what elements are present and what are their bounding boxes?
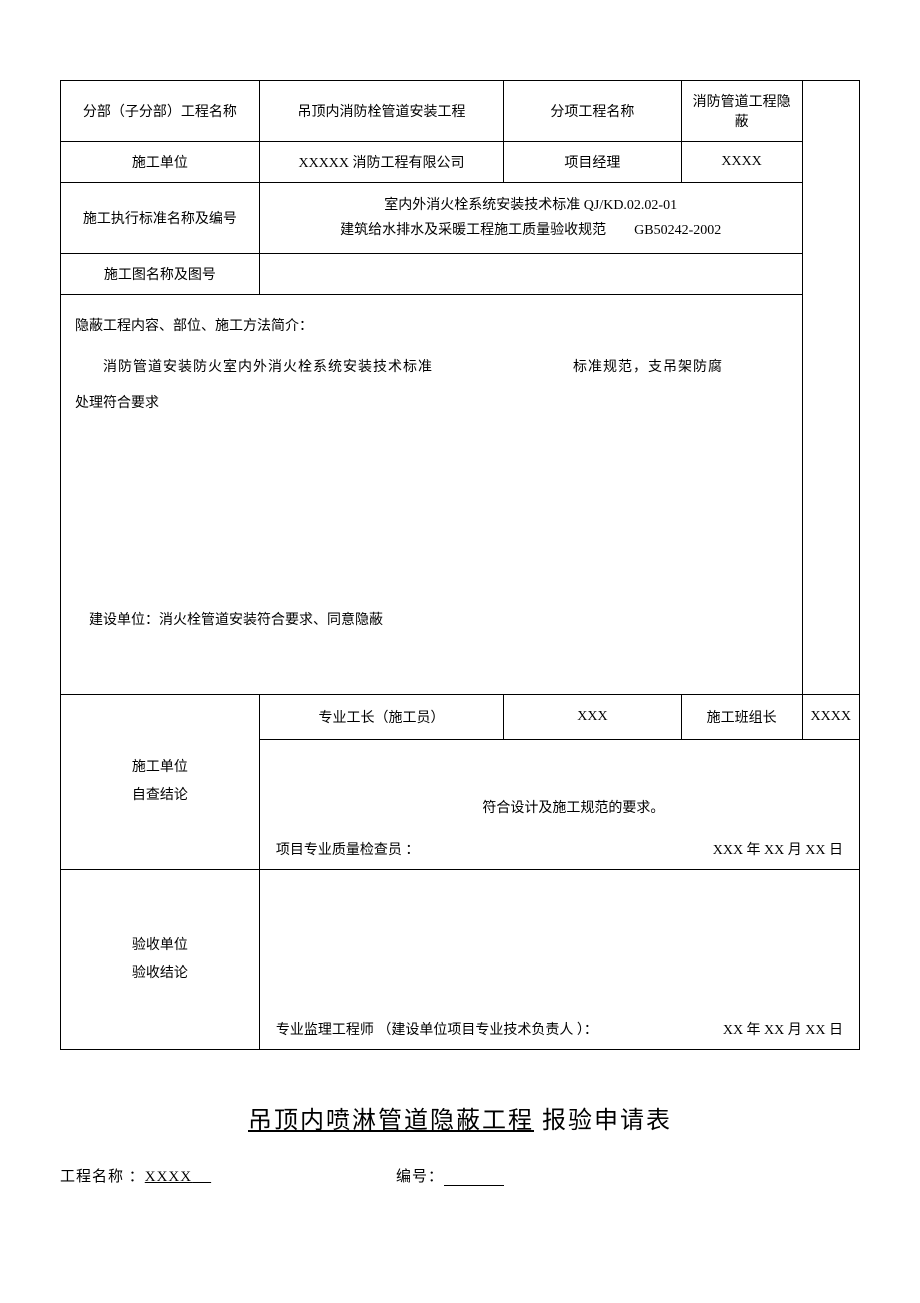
content-note: 建设单位：消火栓管道安装符合要求、同意隐蔽: [75, 603, 788, 639]
header-row-4: 施工图名称及图号: [61, 254, 860, 295]
footer-project-value: XXXX: [145, 1169, 211, 1185]
header-row-3: 施工执行标准名称及编号 室内外消火栓系统安装技术标准 QJ/KD.02.02-0…: [61, 183, 860, 254]
cell-contractor-value: XXXXX 消防工程有限公司: [259, 142, 503, 183]
teamleader-value: XXXX: [802, 695, 859, 740]
cell-drawing-value: [259, 254, 802, 295]
acceptance-label: 验收单位 验收结论: [61, 870, 260, 1050]
footer-title: 吊顶内喷淋管道隐蔽工程 报验申请表: [60, 1100, 860, 1135]
self-check-body: 符合设计及施工规范的要求。 项目专业质量检查员 ： XXX 年 XX 月 XX …: [259, 740, 859, 870]
cell-item-label: 分项工程名称: [504, 81, 681, 142]
content-body-line1: 消防管道安装防火室内外消火栓系统安装技术标准标准规范，支吊架防腐: [75, 350, 788, 386]
self-check-signature: 项目专业质量检查员 ： XXX 年 XX 月 XX 日: [276, 839, 843, 859]
foreman-label: 专业工长（施工员）: [259, 695, 503, 740]
content-body-line2: 处理符合要求: [75, 386, 788, 422]
standard-line2: 建筑给水排水及采暖工程施工质量验收规范 GB50242-2002: [268, 218, 794, 243]
conclusion-sub-row: 施工单位 自查结论 专业工长（施工员） XXX 施工班组长 XXXX: [61, 695, 860, 740]
cell-subproject-value: 吊顶内消防栓管道安装工程: [259, 81, 503, 142]
cell-subproject-label: 分部（子分部）工程名称: [61, 81, 260, 142]
acceptance-row: 验收单位 验收结论 专业监理工程师 （建设单位项目专业技术负责人 ）： XX 年…: [61, 870, 860, 1050]
content-cell: 隐蔽工程内容、部位、施工方法简介： 消防管道安装防火室内外消火栓系统安装技术标准…: [61, 295, 803, 695]
footer-title-rest: 报验申请表: [534, 1108, 672, 1134]
cell-contractor-label: 施工单位: [61, 142, 260, 183]
supervisor-label: 专业监理工程师 （建设单位项目专业技术负责人 ）：: [276, 1019, 598, 1039]
footer-title-underline: 吊顶内喷淋管道隐蔽工程: [248, 1108, 534, 1134]
header-row-1: 分部（子分部）工程名称 吊顶内消防栓管道安装工程 分项工程名称 消防管道工程隐蔽: [61, 81, 860, 142]
acceptance-signature: 专业监理工程师 （建设单位项目专业技术负责人 ）： XX 年 XX 月 XX 日: [276, 1019, 843, 1039]
inspector-label: 项目专业质量检查员 ：: [276, 839, 420, 859]
content-intro: 隐蔽工程内容、部位、施工方法简介：: [75, 309, 788, 345]
cell-manager-label: 项目经理: [504, 142, 681, 183]
content-inner: 隐蔽工程内容、部位、施工方法简介： 消防管道安装防火室内外消火栓系统安装技术标准…: [75, 309, 788, 639]
self-check-text: 符合设计及施工规范的要求。: [268, 797, 851, 817]
supervisor-date: XX 年 XX 月 XX 日: [723, 1019, 843, 1039]
form-table: 分部（子分部）工程名称 吊顶内消防栓管道安装工程 分项工程名称 消防管道工程隐蔽…: [60, 80, 860, 1050]
teamleader-label: 施工班组长: [681, 695, 802, 740]
header-row-2: 施工单位 XXXXX 消防工程有限公司 项目经理 XXXX: [61, 142, 860, 183]
footer-info: 工程名称 ：XXXX 编号：: [60, 1165, 860, 1186]
inspector-date: XXX 年 XX 月 XX 日: [713, 839, 843, 859]
foreman-value: XXX: [504, 695, 681, 740]
cell-standard-label: 施工执行标准名称及编号: [61, 183, 260, 254]
standard-line1: 室内外消火栓系统安装技术标准 QJ/KD.02.02-01: [268, 193, 794, 218]
cell-drawing-label: 施工图名称及图号: [61, 254, 260, 295]
footer-project: 工程名称 ：XXXX: [60, 1165, 396, 1186]
footer-number-blank: [444, 1185, 504, 1186]
footer-number: 编号：: [396, 1165, 636, 1186]
cell-item-value: 消防管道工程隐蔽: [681, 81, 802, 142]
content-row: 隐蔽工程内容、部位、施工方法简介： 消防管道安装防火室内外消火栓系统安装技术标准…: [61, 295, 860, 695]
self-check-label: 施工单位 自查结论: [61, 695, 260, 870]
cell-manager-value: XXXX: [681, 142, 802, 183]
cell-standard-value: 室内外消火栓系统安装技术标准 QJ/KD.02.02-01 建筑给水排水及采暖工…: [259, 183, 802, 254]
acceptance-body: 专业监理工程师 （建设单位项目专业技术负责人 ）： XX 年 XX 月 XX 日: [259, 870, 859, 1050]
